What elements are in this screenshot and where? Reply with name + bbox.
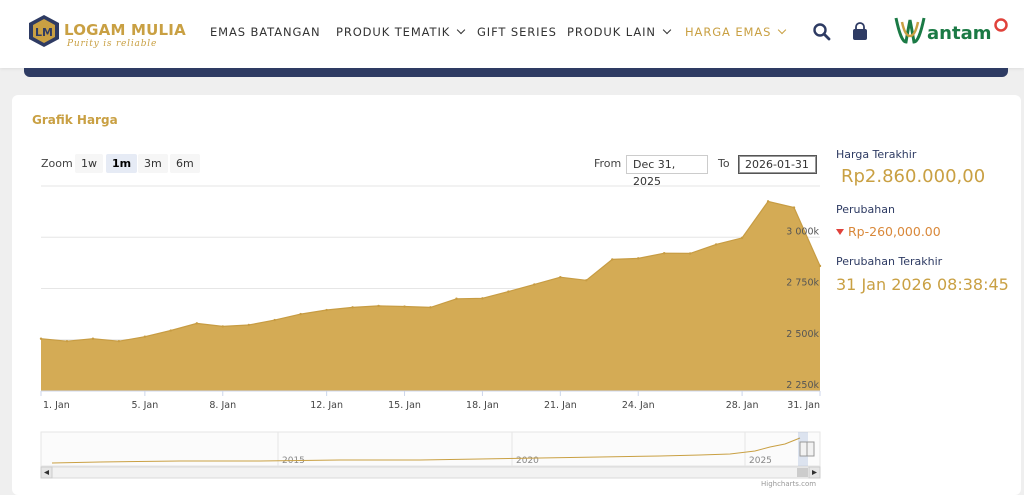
zoom-1m-button[interactable]: 1m	[106, 154, 138, 173]
navigator-series	[51, 437, 801, 464]
scroll-right-arrow-icon	[812, 470, 817, 475]
nav-label: EMAS BATANGAN	[210, 25, 321, 39]
brand-name: LOGAM MULIA	[64, 21, 186, 39]
partner-name: antam	[927, 23, 992, 44]
y-tick-label: 2 500k	[786, 329, 819, 340]
antam-logo[interactable]: antam	[893, 12, 1013, 52]
data-point	[637, 257, 640, 260]
nav-harga-emas[interactable]: HARGA EMAS	[685, 25, 787, 39]
x-tick-label: 12. Jan	[310, 400, 343, 411]
data-point	[117, 339, 121, 343]
y-tick-label: 2 250k	[786, 380, 819, 391]
data-point	[65, 339, 69, 343]
lm-badge-icon: LM	[29, 15, 59, 47]
submenu-bar	[24, 68, 1008, 77]
data-point	[559, 276, 562, 279]
down-arrow-icon	[836, 229, 844, 235]
nav-label: GIFT SERIES	[477, 25, 557, 39]
x-tick-label: 18. Jan	[466, 400, 499, 411]
from-label: From	[594, 157, 622, 170]
navigator-handle-icon	[806, 441, 815, 457]
change-amount: Rp-260,000.00	[848, 224, 941, 239]
highcharts-credit[interactable]: Highcharts.com	[761, 480, 817, 488]
price-area	[41, 201, 820, 391]
data-point	[247, 323, 250, 327]
navigator-panel	[40, 431, 821, 467]
nav-label: PRODUK TEMATIK	[336, 25, 451, 39]
logam-mulia-logo[interactable]: LM LOGAM MULIA Purity is reliable	[27, 14, 187, 54]
change-label: Perubahan	[836, 203, 895, 216]
data-point	[403, 305, 406, 308]
data-point	[143, 335, 147, 338]
data-point	[429, 306, 432, 309]
search-icon[interactable]	[812, 22, 832, 42]
data-point	[585, 279, 588, 282]
last-price-label: Harga Terakhir	[836, 148, 917, 161]
antam-emblem-icon	[894, 17, 926, 44]
zoom-3m-button[interactable]: 3m	[138, 154, 168, 173]
navigator-year-label: 2025	[749, 456, 772, 466]
x-tick-label: 24. Jan	[622, 400, 655, 411]
x-tick-label: 8. Jan	[209, 400, 236, 411]
data-point	[351, 306, 354, 309]
data-point	[533, 283, 536, 286]
shopping-bag-icon[interactable]	[850, 22, 870, 42]
data-point	[818, 264, 822, 268]
change-value: Rp-260,000.00	[836, 224, 941, 239]
y-tick-label: 2 750k	[786, 278, 819, 289]
data-point	[325, 308, 328, 312]
data-point	[273, 318, 276, 322]
x-tick-label: 1. Jan	[43, 400, 70, 411]
last-change-label: Perubahan Terakhir	[836, 255, 943, 268]
scrollbar-thumb	[797, 468, 808, 477]
zoom-label: Zoom	[41, 157, 73, 170]
data-point	[663, 252, 666, 255]
nav-label: PRODUK LAIN	[567, 25, 656, 39]
scroll-left-arrow-icon	[44, 470, 49, 475]
nav-emas-batangan[interactable]: EMAS BATANGAN	[210, 25, 321, 39]
data-point	[39, 337, 43, 340]
top-navbar: LM LOGAM MULIA Purity is reliable EMAS B…	[0, 0, 1024, 68]
data-point	[299, 312, 302, 316]
brand-tagline: Purity is reliable	[67, 39, 158, 49]
nav-gift-series[interactable]: GIFT SERIES	[477, 25, 557, 39]
nav-label: HARGA EMAS	[685, 25, 772, 39]
data-point	[91, 337, 95, 340]
x-tick-label: 28. Jan	[726, 400, 759, 411]
data-point	[688, 252, 692, 255]
last-change-value: 31 Jan 2026 08:38:45	[836, 275, 1009, 294]
nav-produk-tematik[interactable]: PRODUK TEMATIK	[336, 25, 466, 39]
data-point	[766, 200, 770, 203]
navigator-year-label: 2020	[516, 456, 539, 466]
lm-badge-text: LM	[35, 26, 53, 39]
x-tick-label: 31. Jan	[787, 400, 820, 411]
to-date-input[interactable]: 2026-01-31	[738, 155, 817, 174]
data-point	[221, 325, 224, 328]
antam-dot-icon	[994, 18, 1008, 32]
data-point	[714, 243, 718, 246]
navigator-handle-icon	[799, 441, 808, 457]
data-point	[611, 258, 614, 261]
zoom-1w-button[interactable]: 1w	[75, 154, 103, 173]
data-point	[169, 329, 173, 332]
x-tick-label: 15. Jan	[388, 400, 421, 411]
data-point	[740, 236, 744, 240]
data-point	[377, 304, 380, 308]
data-point	[195, 322, 198, 325]
from-date-input[interactable]: Dec 31, 2025	[626, 155, 708, 188]
to-label: To	[718, 157, 730, 170]
nav-produk-lain[interactable]: PRODUK LAIN	[567, 25, 672, 39]
navigator-scrollbar	[40, 466, 821, 479]
zoom-6m-button[interactable]: 6m	[170, 154, 200, 173]
y-tick-label: 3 000k	[786, 226, 819, 237]
x-tick-label: 21. Jan	[544, 400, 577, 411]
last-price-value: Rp2.860.000,00	[841, 166, 986, 187]
data-point	[792, 206, 796, 209]
data-point	[455, 297, 458, 300]
x-tick-label: 5. Jan	[131, 400, 158, 411]
data-point	[481, 297, 484, 300]
data-point	[507, 290, 510, 293]
chart-card-title: Grafik Harga	[32, 113, 118, 127]
